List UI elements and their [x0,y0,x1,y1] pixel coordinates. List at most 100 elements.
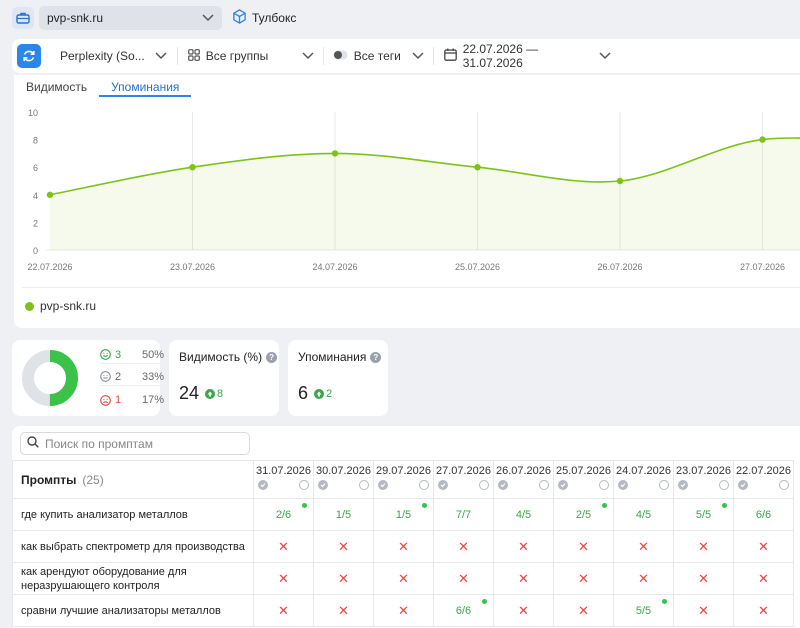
not-mentioned-cell[interactable]: ✕ [613,562,674,595]
mention-cell[interactable]: 1/5 [313,498,374,531]
date-column-header[interactable]: 29.07.2026 [373,460,434,499]
cross-icon: ✕ [518,602,529,618]
engine-select[interactable]: Perplexity (So... [60,49,167,63]
mention-ratio: 6/6 [755,508,772,521]
cross-icon: ✕ [698,602,709,618]
not-mentioned-cell[interactable]: ✕ [733,530,794,563]
not-mentioned-cell[interactable]: ✕ [433,530,494,563]
not-mentioned-cell[interactable]: ✕ [373,594,434,627]
cube-icon [232,9,247,27]
refresh-button[interactable] [17,44,41,68]
date-column-header[interactable]: 30.07.2026 [313,460,374,499]
smile-neutral-icon [100,371,111,382]
legend-label: pvp-snk.ru [40,299,97,313]
not-mentioned-cell[interactable]: ✕ [733,562,794,595]
mention-cell[interactable]: 6/6 [433,594,494,627]
not-mentioned-cell[interactable]: ✕ [253,562,314,595]
project-select-value: pvp-snk.ru [47,11,104,25]
mention-cell[interactable]: 1/5 [373,498,434,531]
date-range-select[interactable]: 22.07.2026 — 31.07.2026 [443,42,611,70]
x-tick-label: 24.07.2026 [312,262,357,272]
mention-cell[interactable]: 6/6 [733,498,794,531]
date-column-header[interactable]: 26.07.2026 [493,460,554,499]
date-column-header[interactable]: 22.07.2026 [733,460,794,499]
mention-cell[interactable]: 4/5 [613,498,674,531]
prompts-table-card: Поиск по промптам Промпты (25) 31.07.2026… [12,426,800,628]
not-mentioned-cell[interactable]: ✕ [313,562,374,595]
briefcase-icon[interactable] [12,7,34,29]
prompts-column-header[interactable]: Промпты (25) [12,460,254,499]
not-mentioned-cell[interactable]: ✕ [373,562,434,595]
mention-ratio: 6/6 [455,604,472,617]
not-mentioned-cell[interactable]: ✕ [553,594,614,627]
not-mentioned-cell[interactable]: ✕ [673,562,734,595]
not-mentioned-cell[interactable]: ✕ [313,530,374,563]
not-mentioned-cell[interactable]: ✕ [613,530,674,563]
tab-mentions[interactable]: Упоминания [99,75,192,97]
y-tick-label: 2 [33,218,38,228]
sentiment-row-negative: 1 17% [100,391,164,409]
check-circle-icon [618,480,628,490]
table-row[interactable]: как выбрать спектрометр для производства… [12,530,794,563]
mention-cell[interactable]: 2/5 [553,498,614,531]
not-mentioned-cell[interactable]: ✕ [553,562,614,595]
mention-cell[interactable]: 5/5 [673,498,734,531]
not-mentioned-cell[interactable]: ✕ [253,530,314,563]
prompt-cell[interactable]: где купить анализатор металлов [12,498,254,531]
toolbox-link[interactable]: Тулбокс [232,9,296,27]
data-point [616,177,624,185]
mention-cell[interactable]: 7/7 [433,498,494,531]
not-mentioned-cell[interactable]: ✕ [433,562,494,595]
not-mentioned-cell[interactable]: ✕ [493,530,554,563]
y-tick-label: 6 [33,163,38,173]
not-mentioned-cell[interactable]: ✕ [733,594,794,627]
mention-ratio: 5/5 [635,604,652,617]
table-row[interactable]: как арендуют оборудование для неразрушаю… [12,562,794,595]
not-mentioned-cell[interactable]: ✕ [313,594,374,627]
search-box[interactable]: Поиск по промптам [20,432,250,455]
cross-icon: ✕ [338,570,349,586]
date-column-header[interactable]: 27.07.2026 [433,460,494,499]
grid-icon [187,48,200,64]
prompt-cell[interactable]: как арендуют оборудование для неразрушаю… [12,562,254,595]
chart-tabs: Видимость Упоминания [14,75,192,97]
date-column-header[interactable]: 25.07.2026 [553,460,614,499]
date-column-icons [614,477,673,490]
table-row[interactable]: сравни лучшие анализаторы металлов ✕ ✕ ✕ 6/6… [12,594,794,627]
not-mentioned-cell[interactable]: ✕ [673,594,734,627]
groups-select[interactable]: Все группы [187,48,314,64]
mention-cell[interactable]: 5/5 [613,594,674,627]
date-column-header[interactable]: 31.07.2026 [253,460,314,499]
date-column-icons [554,477,613,490]
not-mentioned-cell[interactable]: ✕ [493,562,554,595]
check-circle-icon [258,480,268,490]
date-column-header[interactable]: 24.07.2026 [613,460,674,499]
help-icon[interactable]: ? [266,351,278,363]
prompt-cell[interactable]: как выбрать спектрометр для производства [12,530,254,563]
mention-cell[interactable]: 2/6 [253,498,314,531]
tab-visibility[interactable]: Видимость [26,80,88,94]
not-mentioned-cell[interactable]: ✕ [373,530,434,563]
mention-cell[interactable]: 4/5 [493,498,554,531]
x-tick-label: 26.07.2026 [597,262,642,272]
tags-select[interactable]: Все теги [333,49,424,63]
not-mentioned-cell[interactable]: ✕ [673,530,734,563]
not-mentioned-cell[interactable]: ✕ [253,594,314,627]
project-select[interactable]: pvp-snk.ru [39,6,222,30]
help-icon[interactable]: ? [370,351,382,363]
date-column-header[interactable]: 23.07.2026 [673,460,734,499]
date-column-icons [734,477,793,490]
date-column-icons [434,477,493,490]
table-row[interactable]: где купить анализатор металлов 2/6 1/5 1/5 7… [12,498,794,531]
search-input[interactable]: Поиск по промптам [45,436,153,451]
cross-icon: ✕ [638,538,649,554]
cross-icon: ✕ [338,538,349,554]
date-column-icons [254,477,313,490]
mentions-card: Упоминания ? 6 2 [288,340,388,416]
mention-ratio: 4/5 [515,508,532,521]
not-mentioned-cell[interactable]: ✕ [553,530,614,563]
mention-ratio: 2/5 [575,508,592,521]
prompt-cell[interactable]: сравни лучшие анализаторы металлов [12,594,254,627]
mentions-line-chart: 10 8 6 4 2 0 22.07.2026 23.07.2026 24.07.2026 25.… [27,108,800,272]
not-mentioned-cell[interactable]: ✕ [493,594,554,627]
